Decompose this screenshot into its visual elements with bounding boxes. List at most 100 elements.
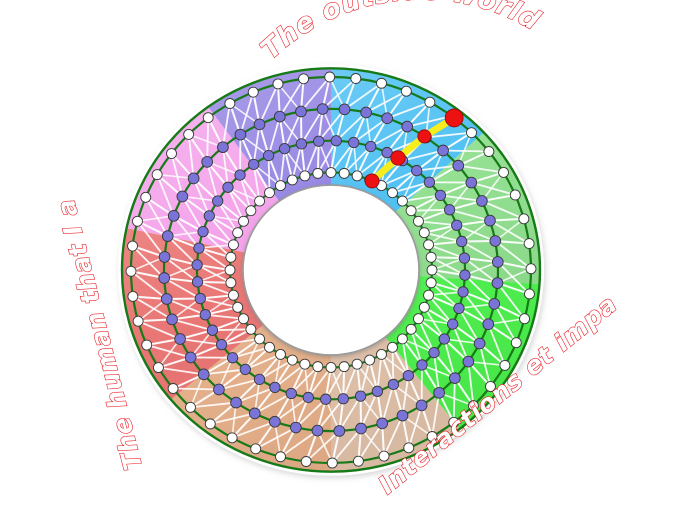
- graph-node[interactable]: [324, 71, 336, 83]
- graph-node[interactable]: [215, 338, 228, 351]
- graph-node[interactable]: [396, 195, 408, 207]
- graph-nodes[interactable]: [125, 71, 537, 469]
- graph-node[interactable]: [264, 187, 275, 199]
- graph-node[interactable]: [226, 432, 238, 444]
- graph-node[interactable]: [488, 298, 501, 310]
- graph-node[interactable]: [275, 180, 286, 192]
- graph-node[interactable]: [376, 77, 387, 89]
- graph-node[interactable]: [250, 443, 262, 455]
- graph-node[interactable]: [203, 210, 215, 222]
- graph-node[interactable]: [272, 78, 284, 90]
- graph-node[interactable]: [338, 361, 350, 373]
- graph-node[interactable]: [376, 348, 387, 360]
- graph-node[interactable]: [264, 341, 275, 353]
- graph-node[interactable]: [222, 181, 234, 193]
- graph-node[interactable]: [299, 358, 311, 370]
- graph-node[interactable]: [489, 235, 502, 247]
- graph-node[interactable]: [238, 215, 249, 227]
- graph-node[interactable]: [434, 189, 447, 202]
- graph-node[interactable]: [400, 85, 412, 97]
- graph-node[interactable]: [371, 385, 384, 397]
- graph-node[interactable]: [352, 455, 364, 467]
- graph-node[interactable]: [151, 169, 163, 181]
- graph-node[interactable]: [350, 73, 362, 84]
- graph-node[interactable]: [202, 112, 214, 124]
- graph-node[interactable]: [381, 146, 393, 159]
- graph-node[interactable]: [226, 352, 239, 364]
- graph-node[interactable]: [197, 226, 209, 238]
- graph-node[interactable]: [161, 230, 174, 242]
- graph-node[interactable]: [467, 400, 479, 412]
- graph-node[interactable]: [524, 288, 535, 300]
- graph-node[interactable]: [426, 431, 438, 442]
- graph-node[interactable]: [401, 120, 414, 133]
- graph-node[interactable]: [194, 292, 206, 305]
- graph-node[interactable]: [225, 277, 237, 289]
- highlight-path-nodes[interactable]: [364, 108, 464, 189]
- graph-node[interactable]: [351, 358, 363, 370]
- graph-node[interactable]: [364, 354, 376, 366]
- graph-node[interactable]: [127, 290, 139, 302]
- graph-node[interactable]: [360, 106, 372, 119]
- graph-node[interactable]: [466, 127, 477, 139]
- graph-node[interactable]: [483, 146, 495, 157]
- graph-node[interactable]: [311, 424, 324, 437]
- graph-node[interactable]: [224, 264, 236, 276]
- graph-node[interactable]: [405, 205, 417, 217]
- graph-node[interactable]: [459, 269, 471, 281]
- graph-node[interactable]: [337, 393, 349, 405]
- graph-node[interactable]: [199, 309, 211, 321]
- path-node-inner[interactable]: [364, 173, 380, 189]
- graph-node[interactable]: [227, 239, 239, 251]
- graph-node[interactable]: [330, 135, 342, 147]
- graph-node[interactable]: [485, 381, 496, 392]
- graph-node[interactable]: [286, 174, 298, 186]
- graph-node[interactable]: [193, 242, 205, 254]
- graph-node[interactable]: [245, 205, 257, 217]
- graph-node[interactable]: [245, 323, 257, 335]
- graph-node[interactable]: [499, 359, 511, 371]
- path-node-outer[interactable]: [444, 108, 464, 128]
- graph-node[interactable]: [275, 451, 286, 463]
- graph-node[interactable]: [509, 189, 521, 201]
- graph-node[interactable]: [396, 333, 408, 345]
- graph-node[interactable]: [234, 169, 246, 181]
- graph-node[interactable]: [227, 289, 239, 301]
- graph-node[interactable]: [153, 362, 164, 374]
- graph-node[interactable]: [187, 172, 200, 185]
- graph-node[interactable]: [299, 170, 311, 182]
- graph-node[interactable]: [212, 195, 224, 207]
- graph-node[interactable]: [262, 149, 275, 162]
- graph-node[interactable]: [201, 156, 214, 168]
- graph-node[interactable]: [290, 421, 302, 434]
- graph-node[interactable]: [166, 313, 178, 326]
- graph-node[interactable]: [381, 112, 394, 125]
- graph-node[interactable]: [348, 136, 360, 149]
- graph-node[interactable]: [213, 383, 225, 396]
- graph-node[interactable]: [491, 256, 504, 268]
- graph-node[interactable]: [396, 409, 409, 422]
- graph-node[interactable]: [320, 393, 332, 405]
- graph-node[interactable]: [183, 128, 195, 140]
- graph-node[interactable]: [300, 456, 312, 467]
- graph-node[interactable]: [425, 277, 437, 289]
- graph-node[interactable]: [254, 195, 266, 207]
- path-node-upper[interactable]: [417, 129, 432, 144]
- graph-node[interactable]: [275, 348, 286, 360]
- graph-node[interactable]: [273, 110, 286, 123]
- graph-node[interactable]: [378, 450, 390, 462]
- graph-node[interactable]: [191, 276, 204, 288]
- graph-node[interactable]: [206, 324, 219, 336]
- graph-node[interactable]: [316, 103, 329, 115]
- graph-node[interactable]: [351, 170, 363, 182]
- graph-node[interactable]: [411, 164, 423, 177]
- graph-node[interactable]: [248, 158, 260, 171]
- graph-node[interactable]: [224, 98, 236, 109]
- graph-node[interactable]: [433, 386, 445, 399]
- graph-node[interactable]: [312, 361, 324, 373]
- graph-node[interactable]: [465, 176, 478, 189]
- graph-node[interactable]: [447, 318, 459, 330]
- graph-node[interactable]: [217, 141, 229, 154]
- graph-node[interactable]: [268, 415, 281, 428]
- graph-node[interactable]: [232, 301, 244, 313]
